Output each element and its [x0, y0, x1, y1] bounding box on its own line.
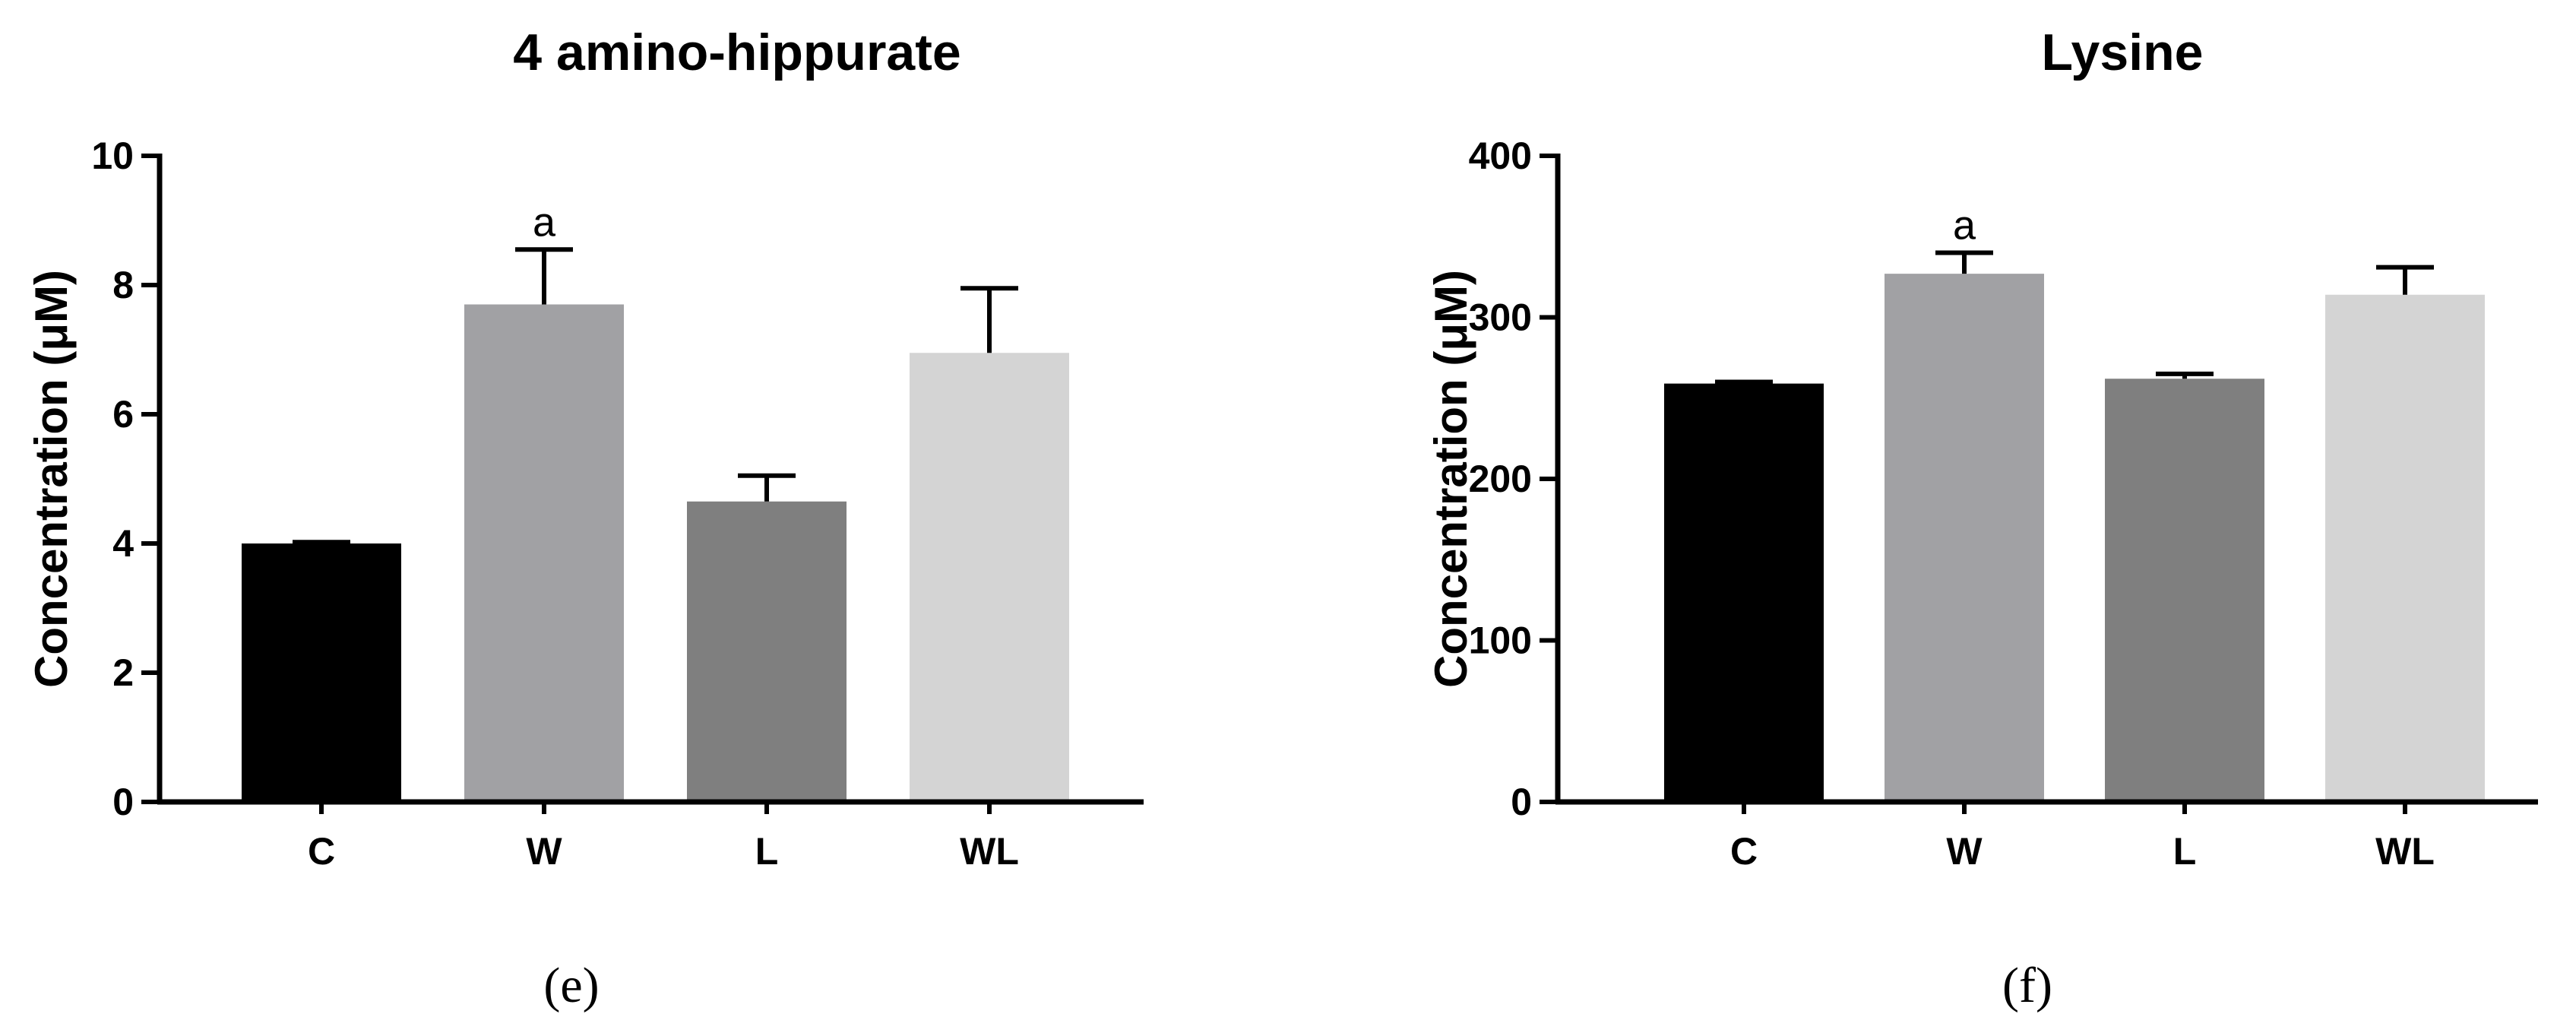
significance-label: a [1953, 203, 1976, 249]
bar-c [242, 543, 401, 802]
x-tick-label: W [526, 830, 562, 873]
y-tick-label: 200 [1469, 458, 1532, 500]
x-tick-label: L [2173, 830, 2197, 873]
y-tick-label: 6 [112, 393, 134, 436]
y-tick-label: 100 [1469, 619, 1532, 662]
chart-title: 4 amino-hippurate [513, 24, 960, 81]
bar-l [687, 501, 847, 802]
bar-c [1664, 383, 1824, 802]
y-tick-label: 300 [1469, 296, 1532, 339]
y-tick-label: 8 [112, 264, 134, 306]
x-tick-label: C [1730, 830, 1758, 873]
chart-title: Lysine [2042, 24, 2204, 81]
panel-caption: (f) [2002, 958, 2052, 1013]
y-tick-label: 0 [112, 781, 134, 823]
y-tick-label: 0 [1511, 781, 1532, 823]
bar-w [1885, 274, 2044, 802]
x-tick-label: W [1946, 830, 1983, 873]
y-tick-label: 400 [1469, 135, 1532, 177]
bar-wl [2325, 294, 2485, 802]
y-tick-label: 4 [112, 522, 134, 565]
bar-wl [910, 353, 1069, 802]
y-tick-label: 10 [91, 135, 134, 177]
bar-w [464, 304, 624, 802]
x-tick-label: L [755, 830, 779, 873]
y-axis-label: Concentration (μM) [1426, 270, 1476, 688]
y-tick-label: 2 [112, 651, 134, 694]
bar-l [2105, 379, 2264, 802]
y-axis-label: Concentration (μM) [26, 270, 77, 688]
significance-label: a [533, 199, 556, 245]
x-tick-label: WL [2375, 830, 2435, 873]
panel-caption: (e) [543, 958, 599, 1013]
x-tick-label: C [308, 830, 335, 873]
x-tick-label: WL [960, 830, 1019, 873]
